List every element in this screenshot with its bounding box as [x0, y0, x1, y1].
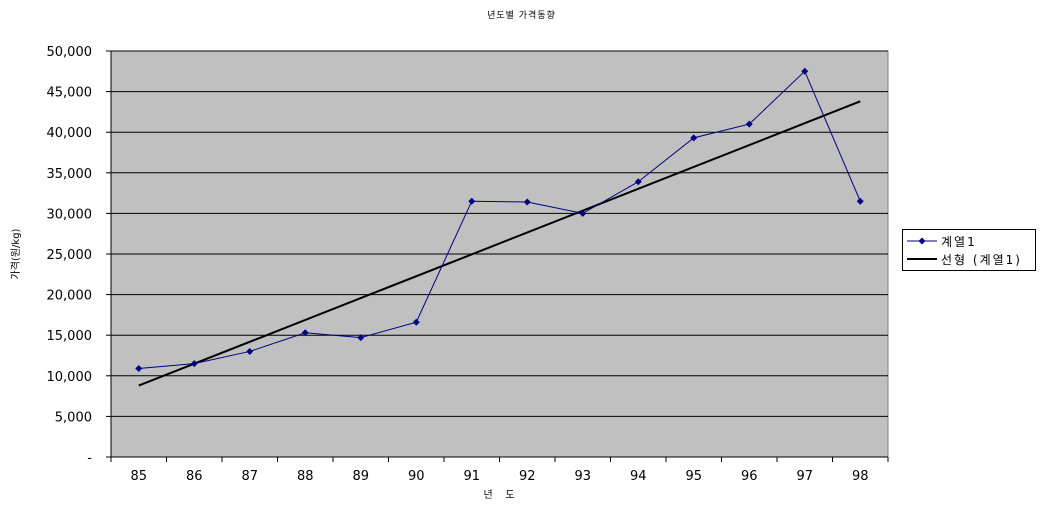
trendline-group: [138, 100, 861, 387]
y-ticks: - 5,000 10,000 15,000 20,000 25,000 30,000 35,0…: [47, 45, 111, 466]
data-point: [579, 209, 587, 217]
x-tick-label: 90: [408, 469, 425, 484]
x-tick-label: 85: [130, 469, 147, 484]
x-ticks: 85 86 87 88 89 90 91 92 93 94 95 96 97 98: [110, 457, 889, 484]
y-tick-label: 15,000: [47, 329, 93, 344]
data-point: [745, 120, 753, 128]
y-tick-label: 20,000: [47, 289, 93, 304]
chart-title: 년도별 가격동향: [487, 11, 556, 21]
series-line: [138, 70, 861, 369]
x-tick-label: 86: [186, 469, 203, 484]
legend-item-series1: 계열1: [907, 232, 977, 250]
y-tick-label: 40,000: [47, 126, 93, 141]
data-point: [523, 198, 531, 206]
x-tick-label: 92: [519, 469, 536, 484]
y-tick-label: 50,000: [47, 45, 93, 60]
data-point: [801, 67, 809, 75]
data-point: [357, 334, 365, 342]
y-tick-label: 45,000: [47, 86, 93, 101]
x-tick-label: 93: [574, 469, 591, 484]
x-tick-label: 88: [297, 469, 314, 484]
data-point: [246, 347, 254, 355]
data-point: [468, 197, 476, 205]
x-tick-label: 87: [241, 469, 258, 484]
legend: 계열1 선형 (계열1): [902, 229, 1036, 271]
y-tick-label: -: [87, 451, 92, 466]
legend-series1-label: 계열1: [941, 234, 977, 249]
y-axis-label: 가격(원/kg): [9, 228, 22, 279]
data-point: [135, 364, 143, 372]
data-point: [634, 178, 642, 186]
data-point: [412, 318, 420, 326]
x-tick-label: 89: [352, 469, 369, 484]
legend-series1-symbol: [907, 237, 937, 245]
data-point: [856, 197, 864, 205]
y-tick-label: 35,000: [47, 167, 93, 182]
y-tick-label: 5,000: [55, 410, 92, 425]
data-point: [301, 329, 309, 337]
gridlines: [111, 50, 888, 417]
x-tick-label: 94: [630, 469, 647, 484]
x-axis-label: 년 도: [483, 489, 514, 501]
data-point: [690, 134, 698, 142]
x-tick-label: 95: [685, 469, 702, 484]
legend-trendline-symbol: [907, 258, 937, 260]
x-tick-label: 96: [741, 469, 758, 484]
legend-trendline-label: 선형 (계열1): [941, 252, 1022, 267]
series-group: [135, 67, 864, 372]
x-tick-label: 98: [852, 469, 869, 484]
y-tick-label: 25,000: [47, 248, 93, 263]
legend-item-trendline: 선형 (계열1): [907, 250, 1022, 268]
x-tick-label: 97: [796, 469, 813, 484]
trendline: [138, 100, 861, 387]
y-tick-label: 30,000: [47, 207, 93, 222]
x-tick-label: 91: [463, 469, 480, 484]
data-point: [190, 360, 198, 368]
y-tick-label: 10,000: [47, 370, 93, 385]
